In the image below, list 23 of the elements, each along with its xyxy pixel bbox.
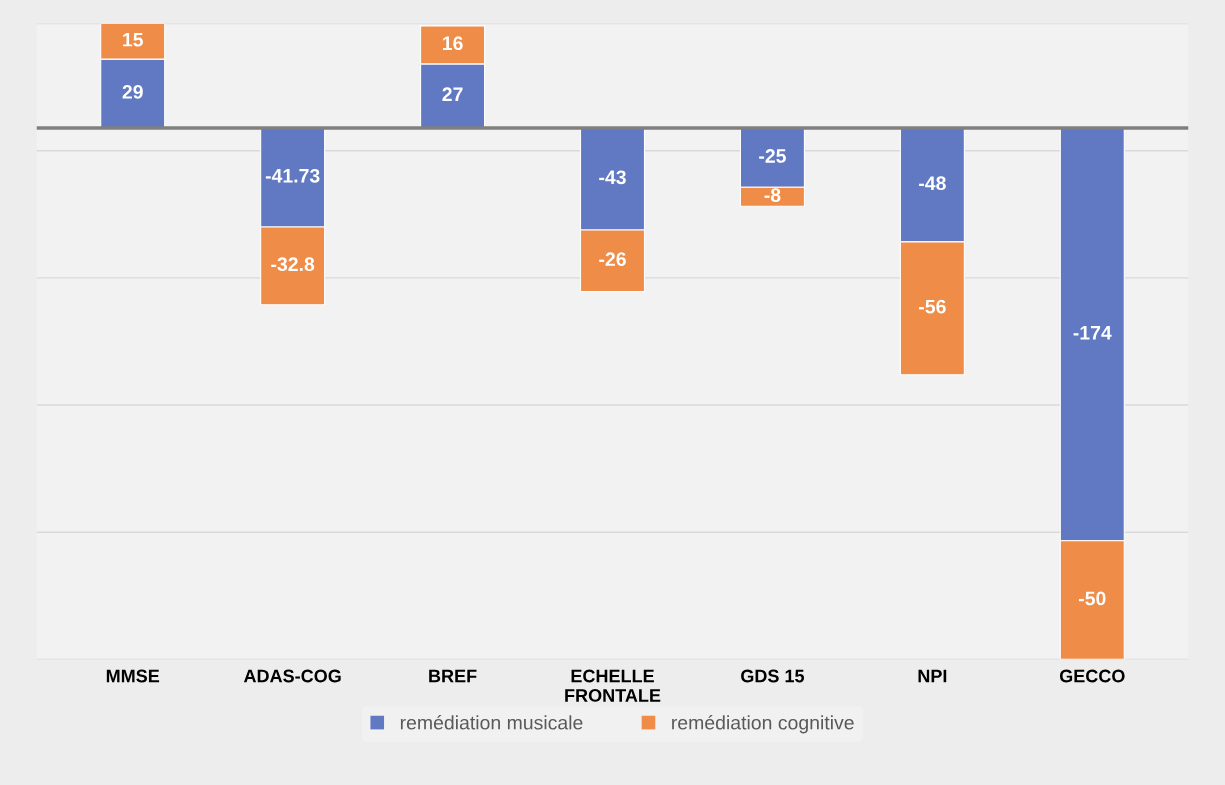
x-tick-label: BREF — [429, 669, 477, 683]
data-label: 27 — [442, 87, 463, 101]
legend-label: remédiation musicale — [400, 715, 583, 730]
data-label: -43 — [599, 170, 626, 185]
data-label: -25 — [759, 149, 786, 163]
data-label: -56 — [919, 299, 946, 314]
data-label: -8 — [764, 188, 781, 202]
x-tick-label: GECCO — [1059, 669, 1125, 683]
data-label: -26 — [599, 252, 626, 267]
data-label: -48 — [919, 176, 946, 191]
data-label: -41.73 — [265, 168, 320, 183]
data-label: 16 — [442, 36, 463, 51]
x-tick-label: ECHELLE FRONTALE — [565, 669, 661, 702]
data-label: -50 — [1079, 591, 1106, 606]
legend-label: remédiation cognitive — [672, 715, 854, 734]
data-label: -32.8 — [271, 257, 315, 272]
x-tick-label: GDS 15 — [741, 669, 805, 683]
data-label: 29 — [122, 84, 143, 99]
data-label: -174 — [1073, 326, 1112, 340]
x-tick-label: ADAS-COG — [243, 669, 341, 683]
x-tick-label: MMSE — [106, 669, 160, 683]
data-label: 15 — [123, 33, 143, 47]
x-tick-label: NPI — [918, 669, 947, 683]
